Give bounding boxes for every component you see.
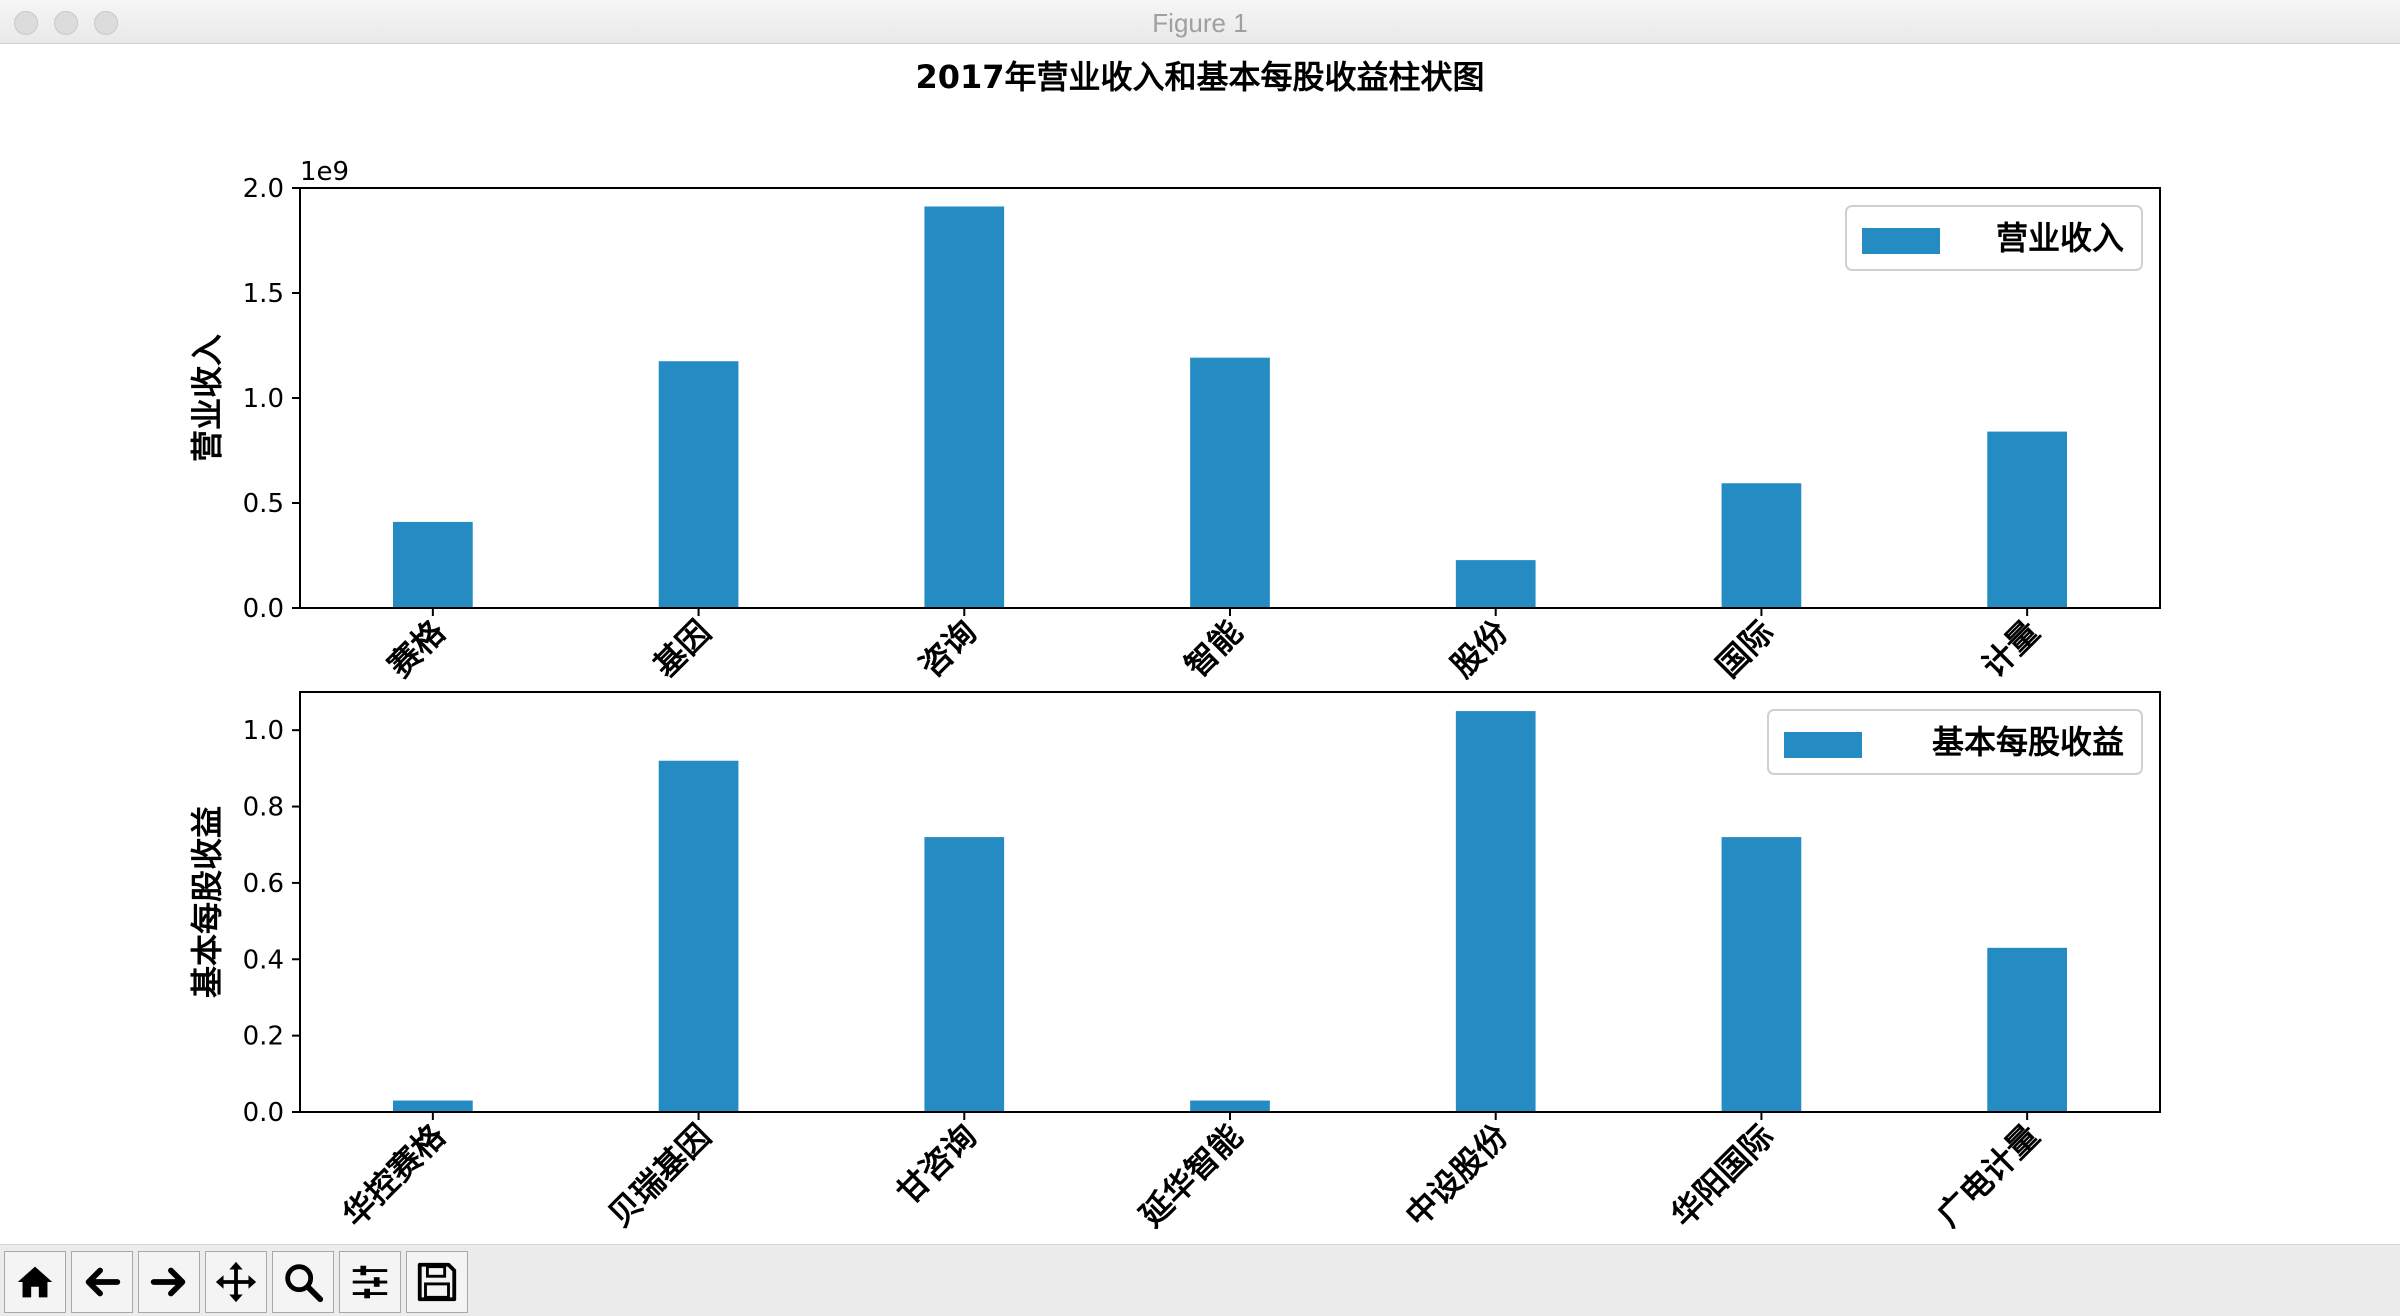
bar-华控赛格 — [393, 521, 473, 608]
bar-甘咨询 — [924, 837, 1005, 1112]
navigation-toolbar — [0, 1244, 2400, 1316]
x-tick-label: 中设股份 — [1398, 1117, 1515, 1234]
x-tick-label: 基因 — [646, 613, 718, 685]
y-tick-label: 0.0 — [243, 1098, 284, 1128]
bar-延华智能 — [1190, 1100, 1270, 1112]
legend-swatch — [1862, 228, 1940, 254]
configure-subplots-icon — [352, 1265, 388, 1299]
x-tick-labels-1: 赛格 基因 咨询 智能 股份 国际 计量 — [380, 612, 2046, 685]
forward-button[interactable] — [138, 1251, 200, 1313]
back-button[interactable] — [71, 1251, 133, 1313]
bar-广电计量 — [1987, 947, 2067, 1112]
x-tick-label: 甘咨询 — [889, 1117, 984, 1212]
legend-label: 基本每股收益 — [1932, 723, 2124, 761]
bar-华控赛格 — [393, 1100, 473, 1112]
x-tick-label: 延华智能 — [1132, 1117, 1250, 1235]
figure-title: 2017年营业收入和基本每股收益柱状图 — [915, 58, 1484, 96]
x-tick-label: 股份 — [1443, 613, 1515, 685]
bar-华阳国际 — [1721, 837, 1802, 1112]
x-tick-labels-2: 华控赛格 贝瑞基因 甘咨询 延华智能 中设股份 华阳国际 广电计量 — [335, 1116, 2047, 1235]
bar-甘咨询 — [924, 206, 1005, 609]
forward-arrow-icon — [150, 1267, 186, 1297]
configure-subplots-button[interactable] — [339, 1251, 401, 1313]
bar-中设股份 — [1455, 711, 1536, 1112]
bar-延华智能 — [1190, 357, 1270, 608]
y-tick-label: 0.2 — [243, 1022, 284, 1052]
x-tick-label: 华阳国际 — [1664, 1117, 1781, 1234]
y-tick-label: 1.0 — [243, 716, 284, 746]
figure-canvas: 2017年营业收入和基本每股收益柱状图0.00.51.01.52.01e9赛格基… — [188, 58, 2161, 1235]
y-tick-label: 0.8 — [243, 793, 284, 823]
save-button[interactable] — [406, 1251, 468, 1313]
y-tick-label: 0.6 — [243, 869, 284, 899]
y-tick-label: 1.5 — [243, 279, 284, 309]
window-title: Figure 1 — [1152, 8, 1248, 38]
y-tick-label: 0.4 — [243, 945, 284, 975]
x-tick-label: 计量 — [1975, 613, 2047, 685]
zoom-magnifier-icon — [285, 1264, 324, 1303]
bar-广电计量 — [1987, 431, 2067, 608]
home-button[interactable] — [4, 1251, 66, 1313]
x-tick-label: 贝瑞基因 — [601, 1117, 718, 1234]
legend-label: 营业收入 — [1996, 219, 2124, 257]
y-axis-label: 基本每股收益 — [188, 806, 226, 998]
legend-swatch — [1784, 732, 1862, 758]
x-tick-label: 赛格 — [380, 612, 453, 685]
y-tick-label: 0.5 — [243, 489, 284, 519]
close-window-button[interactable] — [14, 11, 38, 35]
x-tick-label: 智能 — [1178, 613, 1250, 685]
zoom-window-button[interactable] — [94, 11, 118, 35]
minimize-window-button[interactable] — [54, 11, 78, 35]
save-floppy-icon — [417, 1262, 457, 1302]
x-tick-label: 国际 — [1709, 613, 1781, 685]
y-tick-label: 2.0 — [243, 174, 284, 204]
pan-button[interactable] — [205, 1251, 267, 1313]
x-tick-label: 咨询 — [912, 613, 984, 685]
x-tick-label: 广电计量 — [1929, 1117, 2046, 1234]
y-axis-label: 营业收入 — [188, 334, 226, 462]
y-tick-label: 0.0 — [243, 594, 284, 624]
window-titlebar: Figure 1 — [0, 0, 2400, 44]
bar-贝瑞基因 — [658, 760, 739, 1112]
zoom-button[interactable] — [272, 1251, 334, 1313]
pan-move-icon — [215, 1261, 257, 1303]
bar-华阳国际 — [1721, 483, 1802, 608]
back-arrow-icon — [85, 1267, 121, 1297]
y-offset-text: 1e9 — [300, 157, 349, 187]
y-tick-label: 1.0 — [243, 384, 284, 414]
bar-贝瑞基因 — [658, 361, 739, 608]
x-tick-label: 华控赛格 — [335, 1116, 453, 1234]
home-icon — [17, 1266, 53, 1298]
bar-中设股份 — [1455, 560, 1536, 608]
